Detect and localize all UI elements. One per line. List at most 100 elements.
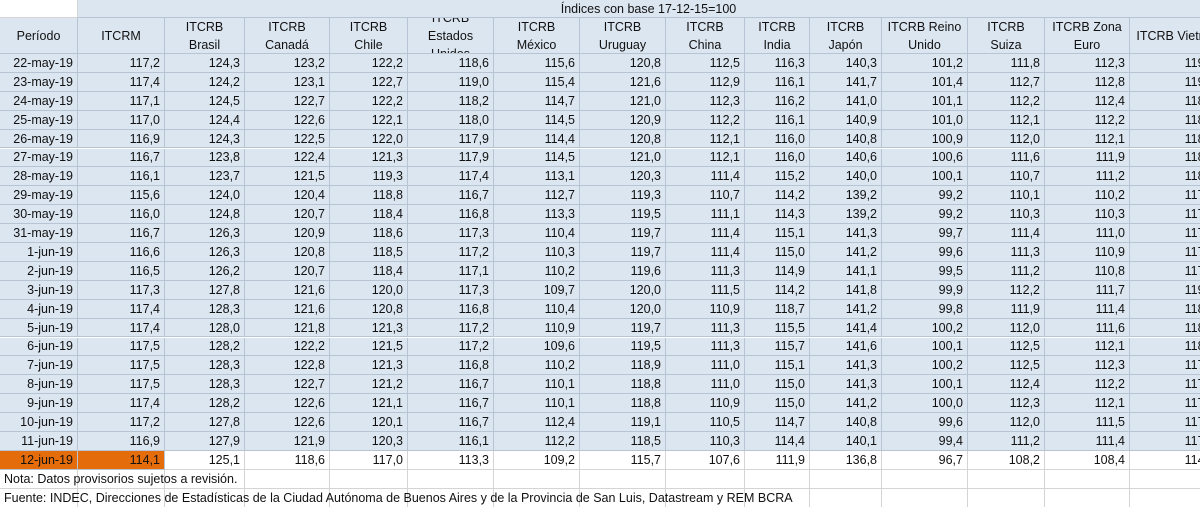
column-header: ITCRB Zona Euro <box>1045 18 1130 54</box>
value-cell: 125,1 <box>165 450 245 470</box>
value-cell: 114,5 <box>494 148 580 168</box>
value-cell: 117,3 <box>408 280 494 300</box>
value-cell: 111,9 <box>1045 148 1130 168</box>
value-cell: 116,1 <box>745 72 810 92</box>
value-cell: 114,4 <box>494 129 580 149</box>
value-cell: 117,5 <box>78 337 165 357</box>
value-cell: 140,9 <box>810 110 882 130</box>
value-cell: 120,7 <box>245 261 330 281</box>
value-cell: 126,3 <box>165 224 245 243</box>
value-cell: 111,4 <box>968 224 1045 243</box>
value-cell: 118,7 <box>1130 148 1200 168</box>
value-cell: 112,0 <box>968 413 1045 432</box>
value-cell: 122,7 <box>245 375 330 395</box>
value-cell: 110,4 <box>494 299 580 319</box>
value-cell: 111,3 <box>666 318 745 338</box>
value-cell: 118,9 <box>580 356 666 376</box>
value-cell: 119,5 <box>580 337 666 357</box>
value-cell: 117,4 <box>1130 205 1200 225</box>
value-cell: 110,9 <box>666 394 745 414</box>
value-cell: 112,9 <box>666 72 745 92</box>
value-cell: 122,6 <box>245 110 330 130</box>
value-cell: 116,7 <box>408 413 494 432</box>
date-cell: 22-may-19 <box>0 54 78 73</box>
value-cell: 121,1 <box>330 394 408 414</box>
value-cell: 112,3 <box>1045 356 1130 376</box>
value-cell: 118,0 <box>408 110 494 130</box>
column-header: ITCRB Canadá <box>245 18 330 54</box>
value-cell: 118,5 <box>330 243 408 262</box>
value-cell: 111,4 <box>666 243 745 262</box>
value-cell: 110,2 <box>494 261 580 281</box>
empty-cell <box>882 469 968 489</box>
value-cell: 114,7 <box>494 91 580 111</box>
value-cell: 118,4 <box>330 261 408 281</box>
date-cell: 3-jun-19 <box>0 280 78 300</box>
value-cell: 122,6 <box>245 413 330 432</box>
value-cell: 120,4 <box>245 186 330 206</box>
value-cell: 113,3 <box>494 205 580 225</box>
column-header: ITCRB India <box>745 18 810 54</box>
column-header: ITCRM <box>78 18 165 54</box>
value-cell: 111,3 <box>666 337 745 357</box>
value-cell: 112,5 <box>968 356 1045 376</box>
value-cell: 117,9 <box>1130 243 1200 262</box>
value-cell: 111,4 <box>1045 432 1130 451</box>
value-cell: 112,5 <box>968 337 1045 357</box>
column-header: ITCRB Suiza <box>968 18 1045 54</box>
value-cell: 117,6 <box>1130 375 1200 395</box>
value-cell: 118,6 <box>330 224 408 243</box>
value-cell: 141,7 <box>810 72 882 92</box>
value-cell: 111,9 <box>745 450 810 470</box>
value-cell: 116,1 <box>745 110 810 130</box>
value-cell: 120,9 <box>245 224 330 243</box>
value-cell: 141,8 <box>810 280 882 300</box>
value-cell: 127,8 <box>165 413 245 432</box>
value-cell: 141,6 <box>810 337 882 357</box>
value-cell: 110,3 <box>1045 205 1130 225</box>
date-cell: 28-may-19 <box>0 167 78 187</box>
value-cell: 100,0 <box>882 394 968 414</box>
value-cell: 112,8 <box>1045 72 1130 92</box>
value-cell: 140,1 <box>810 432 882 451</box>
value-cell: 122,8 <box>245 356 330 376</box>
empty-cell <box>1045 469 1130 489</box>
value-cell: 110,1 <box>494 375 580 395</box>
value-cell: 118,1 <box>1130 167 1200 187</box>
note-text: Fuente: INDEC, Direcciones de Estadístic… <box>4 491 793 506</box>
value-cell: 123,7 <box>165 167 245 187</box>
note-text: Nota: Datos provisorios sujetos a revisi… <box>4 472 238 487</box>
value-cell: 123,2 <box>245 54 330 73</box>
column-header: Período <box>0 18 78 54</box>
value-cell: 99,5 <box>882 261 968 281</box>
value-cell: 141,2 <box>810 299 882 319</box>
value-cell: 115,1 <box>745 224 810 243</box>
value-cell: 140,8 <box>810 129 882 149</box>
empty-cell <box>494 469 580 489</box>
value-cell: 121,8 <box>245 318 330 338</box>
value-cell: 101,2 <box>882 54 968 73</box>
value-cell: 114,2 <box>745 186 810 206</box>
value-cell: 139,2 <box>810 205 882 225</box>
value-cell: 141,4 <box>810 318 882 338</box>
date-cell: 31-may-19 <box>0 224 78 243</box>
value-cell: 117,4 <box>78 72 165 92</box>
value-cell: 128,2 <box>165 337 245 357</box>
empty-cell <box>745 469 810 489</box>
value-cell: 117,1 <box>78 91 165 111</box>
value-cell: 111,3 <box>968 243 1045 262</box>
value-cell: 122,2 <box>330 91 408 111</box>
value-cell: 116,0 <box>745 148 810 168</box>
value-cell: 112,0 <box>968 318 1045 338</box>
value-cell: 141,2 <box>810 243 882 262</box>
empty-cell <box>1130 488 1200 507</box>
value-cell: 113,1 <box>494 167 580 187</box>
value-cell: 118,7 <box>1130 129 1200 149</box>
value-cell: 122,2 <box>245 337 330 357</box>
value-cell: 119,3 <box>580 186 666 206</box>
value-cell: 99,7 <box>882 224 968 243</box>
value-cell: 115,7 <box>745 337 810 357</box>
value-cell: 121,2 <box>330 375 408 395</box>
value-cell: 110,7 <box>666 186 745 206</box>
value-cell: 117,7 <box>1130 356 1200 376</box>
